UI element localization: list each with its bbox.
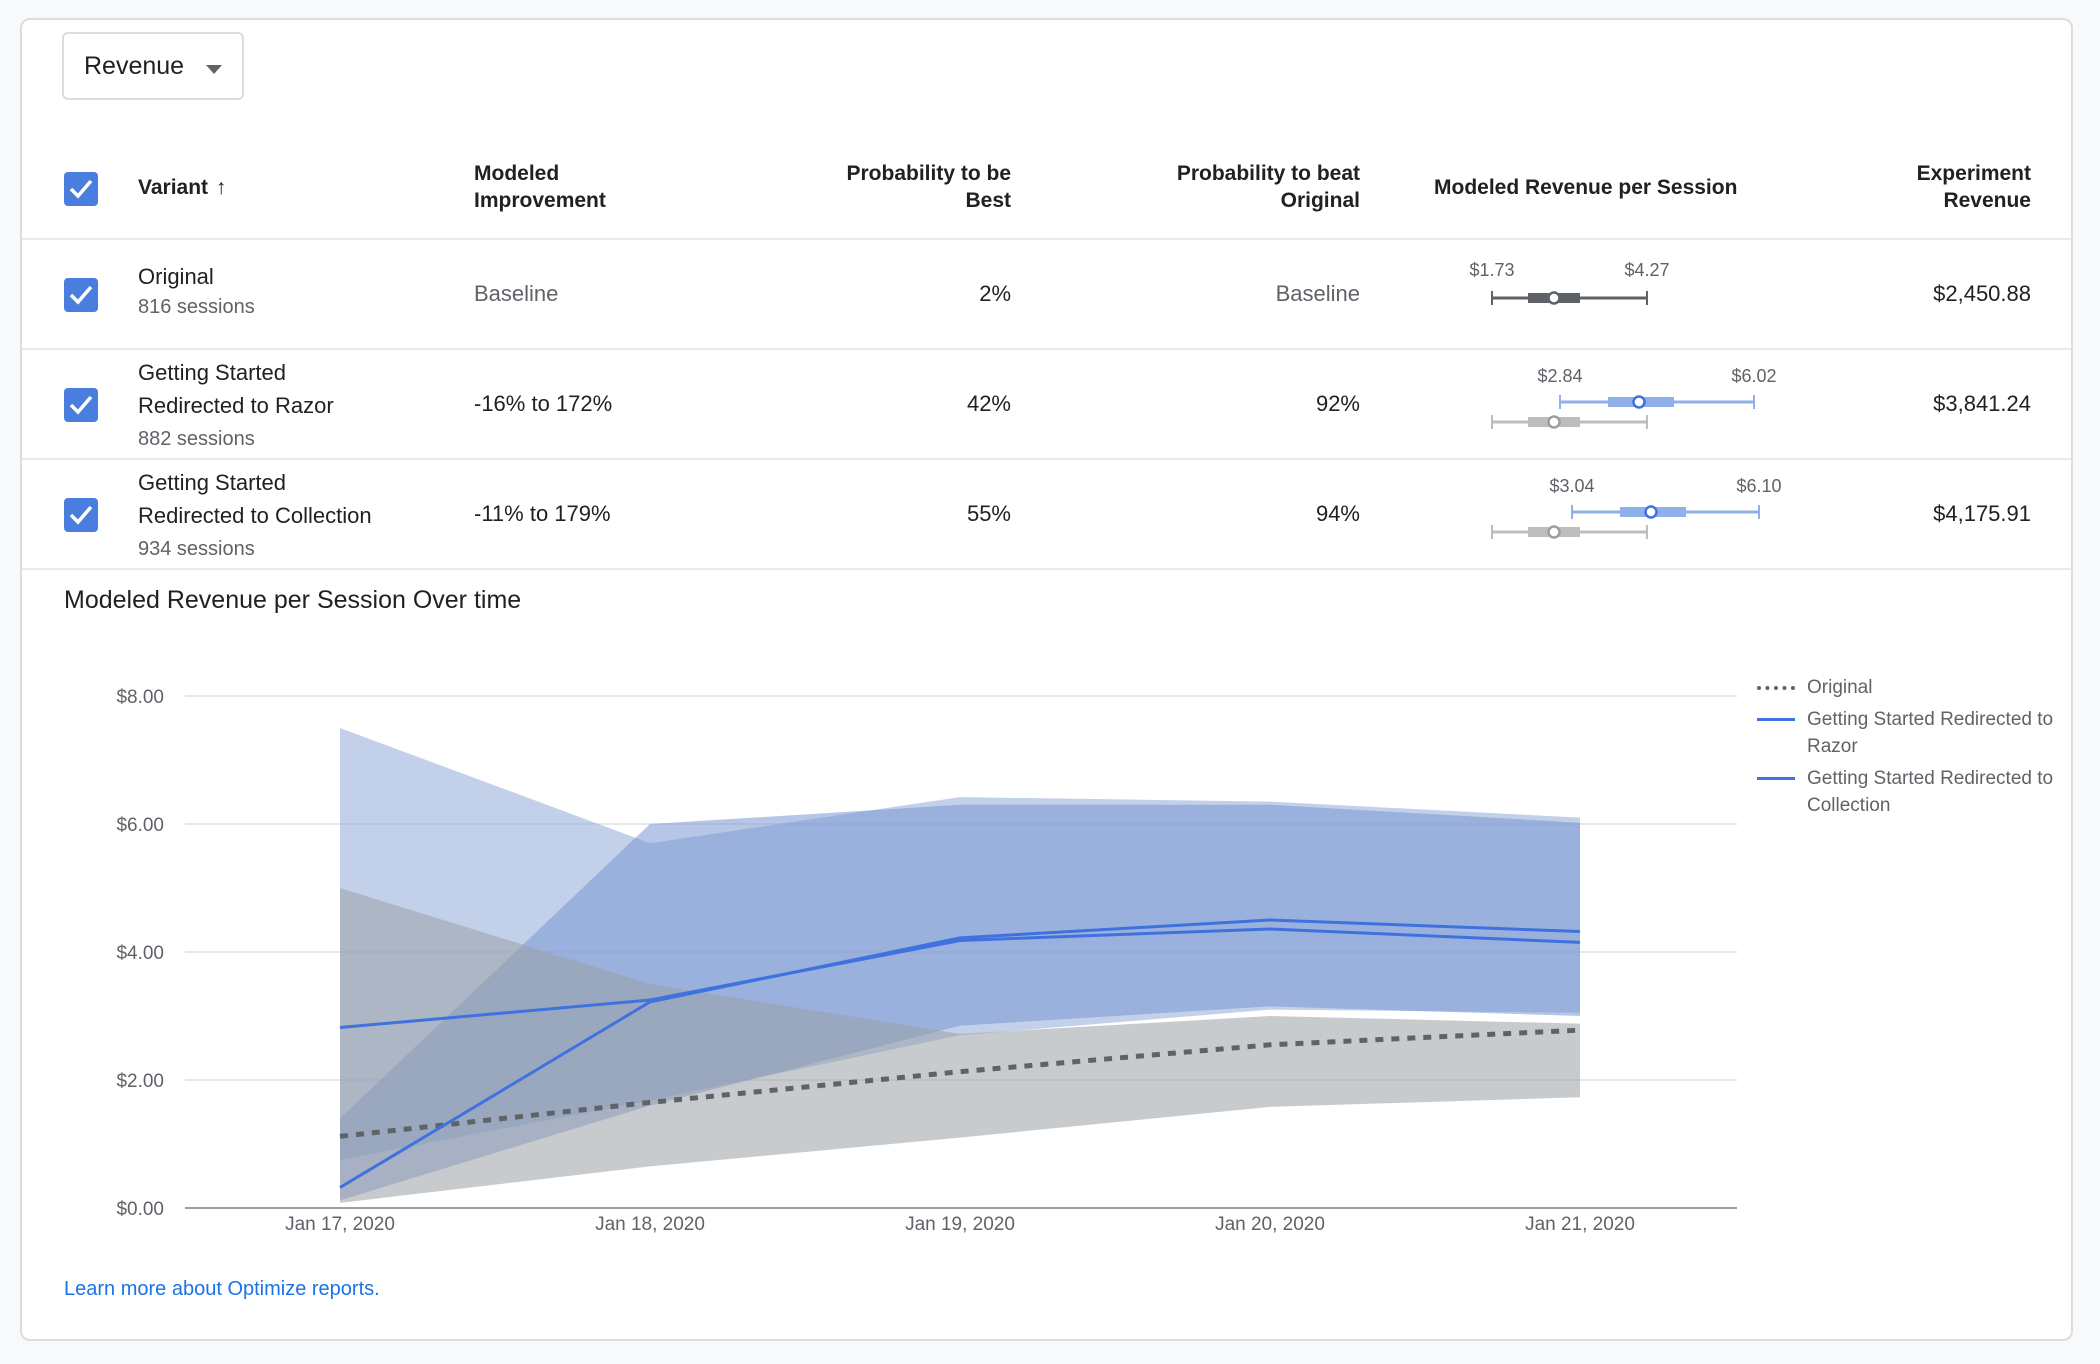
interval-median	[1547, 525, 1561, 539]
x-tick-label: Jan 18, 2020	[595, 1214, 705, 1235]
x-tick-label: Jan 19, 2020	[905, 1214, 1015, 1235]
variant-name: Redirected to Collection	[138, 503, 372, 528]
rps-high-label: $6.02	[1731, 366, 1776, 386]
column-header-experiment-revenue: Experiment Revenue	[1916, 162, 2031, 212]
prob-beat: Baseline	[1275, 281, 1360, 306]
confidence-band-0	[340, 888, 1580, 1203]
rps-low-label: $1.73	[1469, 260, 1514, 280]
variant-name: Original	[138, 264, 214, 289]
rps-high-label: $6.10	[1736, 476, 1781, 496]
row-checkbox-collection[interactable]	[64, 498, 98, 532]
x-tick-label: Jan 17, 2020	[285, 1214, 395, 1235]
metric-dropdown-value: Revenue	[84, 51, 185, 80]
legend-item-razor[interactable]: Getting Started Redirected to Razor	[1757, 706, 2057, 760]
experiment-revenue: $2,450.88	[1933, 281, 2031, 306]
table-row-original: Original 816 sessions Baseline 2% Baseli…	[22, 240, 2071, 350]
chart-legend: Original Getting Started Redirected to R…	[1757, 674, 2057, 824]
y-tick-label: $2.00	[116, 1071, 164, 1092]
modeled-improvement: Baseline	[474, 281, 559, 306]
interval-median	[1547, 415, 1561, 429]
prob-beat: 94%	[1315, 501, 1360, 526]
rps-interval-plot: $1.73 $4.27	[1469, 260, 1670, 305]
variant-sessions: 816 sessions	[138, 296, 255, 318]
chart-title: Modeled Revenue per Session Over time	[64, 586, 522, 614]
modeled-improvement: -16% to 172%	[474, 391, 613, 416]
check-icon	[69, 505, 93, 525]
legend-swatch	[1757, 686, 1795, 690]
legend-item-collection[interactable]: Getting Started Redirected to Collection	[1757, 765, 2057, 819]
row-checkbox-original[interactable]	[64, 278, 98, 312]
variant-sessions: 934 sessions	[138, 538, 255, 560]
series-line-2	[339, 918, 1581, 1189]
rps-high-label: $4.27	[1624, 260, 1669, 280]
select-all-checkbox[interactable]	[64, 172, 98, 206]
rps-interval-plot: $2.84 $6.02	[1491, 366, 1777, 429]
prob-best: 42%	[966, 391, 1011, 416]
interval-median	[1632, 395, 1646, 409]
y-tick-label: $6.00	[116, 815, 164, 836]
metric-dropdown[interactable]: Revenue	[62, 32, 244, 100]
variant-sessions: 882 sessions	[138, 428, 255, 450]
row-checkbox-razor[interactable]	[64, 388, 98, 422]
x-tick-label: Jan 20, 2020	[1215, 1214, 1325, 1235]
check-icon	[69, 285, 93, 305]
legend-item-original[interactable]: Original	[1757, 674, 2057, 701]
column-header-prob-beat: Probability to beat Original	[1176, 162, 1360, 212]
prob-beat: 92%	[1315, 391, 1360, 416]
y-tick-label: $8.00	[116, 687, 164, 708]
interval-median	[1644, 505, 1658, 519]
table-row-razor: Getting Started Redirected to Razor 882 …	[22, 350, 2071, 460]
legend-swatch	[1757, 777, 1795, 780]
legend-swatch	[1757, 718, 1795, 721]
experiment-revenue: $4,175.91	[1933, 501, 2031, 526]
check-icon	[69, 179, 93, 199]
x-tick-label: Jan 21, 2020	[1525, 1214, 1635, 1235]
y-tick-label: $4.00	[116, 943, 164, 964]
experiment-revenue: $3,841.24	[1933, 391, 2031, 416]
rps-interval-plot: $3.04 $6.10	[1491, 476, 1782, 539]
y-tick-label: $0.00	[116, 1199, 164, 1220]
series-line-1	[339, 927, 1581, 1030]
rps-low-label: $2.84	[1537, 366, 1582, 386]
revenue-over-time-chart: $0.00 $2.00 $4.00 $6.00 $8.00 Jan 17, 2020 Jan…	[116, 687, 1737, 1235]
chevron-down-icon	[206, 65, 222, 74]
sort-ascending-icon: ↑	[215, 176, 227, 199]
rps-low-label: $3.04	[1549, 476, 1594, 496]
variant-name: Getting Started	[138, 360, 286, 385]
check-icon	[69, 395, 93, 415]
prob-best: 2%	[979, 281, 1011, 306]
learn-more-link[interactable]: Learn more about Optimize reports.	[64, 1278, 380, 1300]
table-header-row: Variant ↑ Modeled Improvement Probabilit…	[22, 130, 2071, 240]
interval-median	[1547, 291, 1561, 305]
column-header-modeled-improvement: Modeled Improvement	[474, 162, 606, 212]
table-row-collection: Getting Started Redirected to Collection…	[22, 460, 2071, 570]
column-header-variant[interactable]: Variant ↑	[138, 176, 227, 199]
prob-best: 55%	[966, 501, 1011, 526]
column-header-modeled-rps: Modeled Revenue per Session	[1434, 176, 1738, 199]
variant-name: Getting Started	[138, 470, 286, 495]
column-header-prob-best: Probability to be Best	[846, 162, 1011, 212]
variant-name: Redirected to Razor	[138, 393, 334, 418]
experiment-report-card: Revenue Variant ↑ Modeled Improvement Pr…	[20, 18, 2073, 1341]
modeled-improvement: -11% to 179%	[474, 501, 611, 526]
